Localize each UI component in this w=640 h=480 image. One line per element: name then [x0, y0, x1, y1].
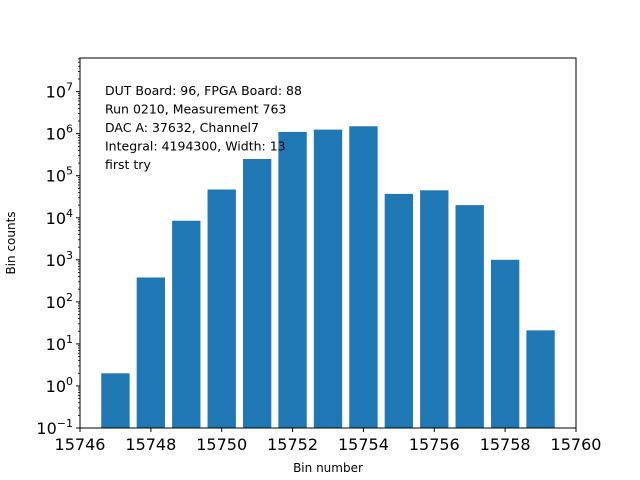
bar-15759	[526, 330, 555, 428]
x-tick-label: 15756	[409, 435, 460, 454]
bars-group	[101, 126, 555, 429]
bar-15756	[420, 190, 449, 428]
bar-15753	[313, 129, 343, 429]
y-tick-label: 100	[46, 375, 73, 396]
x-axis-label: Bin number	[293, 461, 363, 475]
x-tick-label: 15750	[196, 435, 247, 454]
x-axis-ticks: 15746 15748 15750 15752 15754 15756 15758 15760	[55, 428, 602, 454]
bar-15749	[172, 220, 201, 428]
bar-15754	[349, 126, 378, 428]
plot-frame	[79, 57, 577, 429]
y-tick-label: 104	[46, 207, 73, 228]
y-tick-label: 102	[46, 291, 73, 312]
y-tick-label: 106	[46, 123, 73, 144]
x-tick-label: 15748	[125, 435, 176, 454]
y-tick-label: 107	[46, 81, 73, 102]
bar-15751	[242, 159, 272, 428]
annotation-line: Integral: 4194300, Width: 13	[105, 139, 286, 154]
annotation-line: DAC A: 37632, Channel7	[105, 120, 259, 135]
x-tick-label: 15760	[551, 435, 602, 454]
y-axis-label: Bin counts	[4, 211, 18, 274]
bar-15747	[101, 373, 130, 428]
x-tick-label: 15758	[480, 435, 531, 454]
bar-15755	[384, 193, 414, 428]
annotation-line: first try	[105, 157, 151, 172]
y-tick-label: 101	[46, 333, 73, 354]
y-axis-ticks: 10−1 100 101 102 103 104 105 106 107	[36, 58, 80, 438]
x-tick-label: 15754	[338, 435, 389, 454]
bar-15752	[278, 131, 307, 428]
y-tick-label: 10−1	[36, 417, 73, 438]
y-tick-label: 103	[46, 249, 73, 270]
bar-15758	[490, 259, 520, 428]
annotation-box: DUT Board: 96, FPGA Board: 88 Run 0210, M…	[105, 83, 302, 172]
bar-15757	[455, 205, 484, 428]
bar-15750	[207, 189, 236, 428]
y-tick-label: 105	[46, 165, 73, 186]
x-tick-label: 15752	[267, 435, 318, 454]
annotation-line: DUT Board: 96, FPGA Board: 88	[105, 83, 302, 98]
x-tick-label: 15746	[55, 435, 106, 454]
bar-15748	[136, 277, 166, 428]
annotation-line: Run 0210, Measurement 763	[105, 102, 286, 117]
